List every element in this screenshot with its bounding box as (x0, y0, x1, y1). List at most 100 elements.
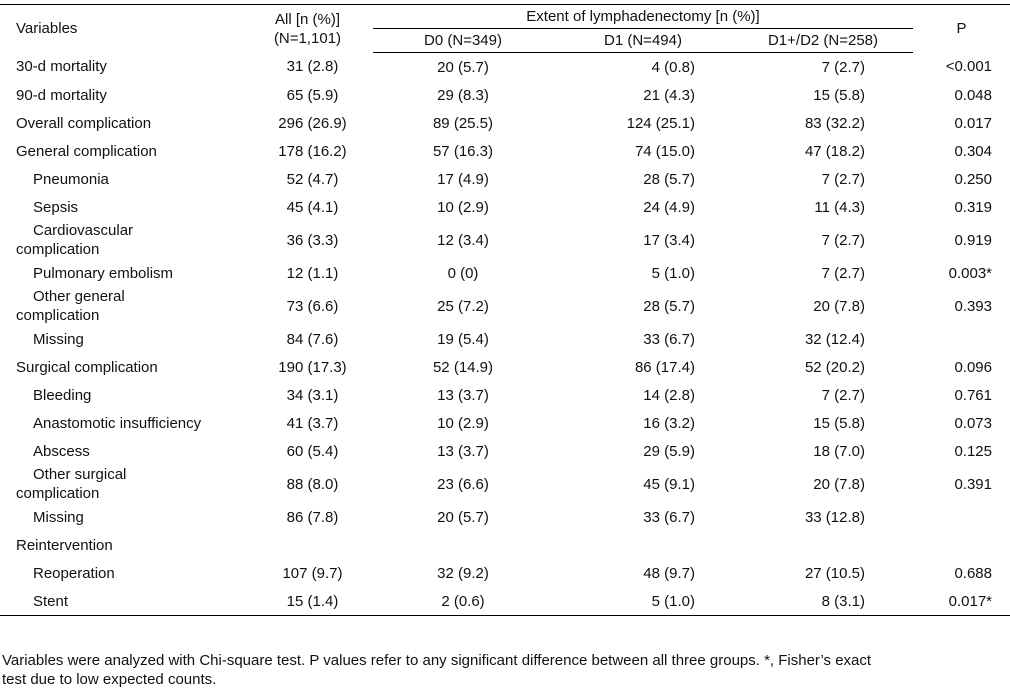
cell-d1: 14 (2.8) (643, 386, 695, 404)
cell-d1: 28 (5.7) (643, 297, 695, 315)
row-label: Other surgical complication (0, 465, 242, 503)
cell-d0: 10 (2.9) (437, 414, 489, 432)
cell-d1: 86 (17.4) (634, 358, 695, 376)
cell-d0: 0 (0) (447, 264, 479, 282)
cell-d2: 15 (5.8) (813, 86, 865, 104)
table-row: Anastomotic insufficiency 41 (3.7) 10 (2… (0, 409, 1010, 437)
cell-p: 0.393 (954, 297, 992, 315)
row-label-line1: Other surgical (33, 466, 127, 483)
table-row: Reintervention (0, 531, 1010, 559)
results-table: Variables All [n (%)] (N=1,101) Extent o… (0, 4, 1010, 616)
row-label-line2: complication (16, 307, 100, 324)
row-label-line2: complication (16, 241, 100, 258)
row-label: Pulmonary embolism (33, 264, 174, 282)
cell-d2: 32 (12.4) (804, 330, 865, 348)
cell-d0: 32 (9.2) (437, 564, 489, 582)
cell-d1: 4 (0.8) (651, 58, 695, 76)
cell-p: 0.125 (954, 442, 992, 460)
cell-all: 190 (17.3) (278, 358, 347, 376)
cell-d0: 29 (8.3) (437, 86, 489, 104)
cell-p (913, 325, 1010, 353)
cell-d1: 33 (6.7) (643, 330, 695, 348)
cell-d1: 16 (3.2) (643, 414, 695, 432)
cell-d0: 13 (3.7) (437, 386, 489, 404)
results-table-container: Variables All [n (%)] (N=1,101) Extent o… (0, 4, 1010, 616)
table-row: Reoperation 107 (9.7) 32 (9.2) 48 (9.7) … (0, 559, 1010, 587)
cell-d1: 124 (25.1) (626, 114, 695, 132)
cell-all: 34 (3.1) (286, 386, 339, 404)
cell-d1: 5 (1.0) (651, 264, 695, 282)
row-label: Reintervention (16, 536, 113, 554)
cell-all: 60 (5.4) (286, 442, 339, 460)
footnote-line2: test due to low expected counts. (2, 671, 217, 688)
cell-d0: 13 (3.7) (437, 442, 489, 460)
row-label: 90-d mortality (16, 86, 107, 104)
row-label-line1: Cardiovascular (33, 222, 134, 239)
cell-d1: 21 (4.3) (643, 86, 695, 104)
cell-all: 41 (3.7) (286, 414, 339, 432)
cell-d0: 57 (16.3) (432, 142, 494, 160)
row-label: Other general complication (0, 287, 242, 325)
table-row: 30-d mortality 31 (2.8) 20 (5.7) 4 (0.8)… (0, 53, 1010, 82)
footnote-line1: Variables were analyzed with Chi-square … (2, 652, 872, 669)
cell-p: 0.003* (948, 264, 992, 282)
row-label: 30-d mortality (16, 58, 107, 76)
cell-d0: 20 (5.7) (437, 508, 489, 526)
cell-p: 0.250 (954, 170, 992, 188)
cell-d0: 19 (5.4) (437, 330, 489, 348)
header-d0: D0 (N=349) (373, 28, 553, 53)
cell-d2: 27 (10.5) (804, 564, 865, 582)
cell-d1: 74 (15.0) (634, 142, 695, 160)
row-label: Anastomotic insufficiency (33, 414, 202, 432)
cell-d2: 47 (18.2) (804, 142, 865, 160)
cell-d1: 29 (5.9) (643, 442, 695, 460)
table-row: Abscess 60 (5.4) 13 (3.7) 29 (5.9) 18 (7… (0, 437, 1010, 465)
row-label: Abscess (33, 442, 90, 460)
cell-p: 0.017* (913, 587, 1010, 616)
row-label: General complication (16, 142, 157, 160)
cell-d2: 18 (7.0) (813, 442, 865, 460)
table-row: Other surgical complication 88 (8.0) 23 … (0, 465, 1010, 503)
row-label-line1: Other general (33, 288, 125, 305)
row-label: Reoperation (33, 564, 115, 582)
cell-d1: 28 (5.7) (643, 170, 695, 188)
cell-d0: 12 (3.4) (437, 231, 489, 249)
row-label-line2: complication (16, 485, 100, 502)
header-p: P (913, 4, 1010, 53)
table-row: Surgical complication 190 (17.3) 52 (14.… (0, 353, 1010, 381)
cell-p: 0.304 (954, 142, 992, 160)
cell-d2 (733, 531, 913, 559)
table-row: General complication 178 (16.2) 57 (16.3… (0, 137, 1010, 165)
cell-p (913, 503, 1010, 531)
cell-d2: 15 (5.8) (813, 414, 865, 432)
cell-d2: 8 (3.1) (733, 587, 913, 616)
header-all-line1: All [n (%)] (274, 10, 340, 28)
cell-d2: 7 (2.7) (821, 386, 865, 404)
cell-d0: 89 (25.5) (432, 114, 494, 132)
cell-p (913, 531, 1010, 559)
table-row: Stent 15 (1.4) 2 (0.6) 5 (1.0) 8 (3.1) 0… (0, 587, 1010, 616)
cell-all: 65 (5.9) (286, 86, 339, 104)
header-variables: Variables (0, 4, 242, 53)
cell-all: 45 (4.1) (286, 198, 339, 216)
header-row-2: D0 (N=349) D1 (N=494) D1+/D2 (N=258) (0, 28, 1010, 53)
cell-all: 88 (8.0) (286, 475, 339, 493)
header-all-line2: (N=1,101) (273, 29, 342, 47)
cell-d2: 20 (7.8) (813, 475, 865, 493)
cell-all: 73 (6.6) (286, 297, 339, 315)
cell-d2: 7 (2.7) (821, 264, 865, 282)
cell-d2: 20 (7.8) (813, 297, 865, 315)
table-row: Overall complication 296 (26.9) 89 (25.5… (0, 109, 1010, 137)
cell-all (242, 531, 373, 559)
cell-d1: 24 (4.9) (643, 198, 695, 216)
table-row: Cardiovascular complication 36 (3.3) 12 … (0, 221, 1010, 259)
cell-d1: 33 (6.7) (643, 508, 695, 526)
header-extent: Extent of lymphadenectomy [n (%)] (373, 4, 913, 29)
cell-all: 178 (16.2) (278, 142, 347, 160)
row-label: Surgical complication (16, 358, 158, 376)
table-row: Other general complication 73 (6.6) 25 (… (0, 287, 1010, 325)
cell-d2: 52 (20.2) (804, 358, 865, 376)
cell-all: 86 (7.8) (286, 508, 339, 526)
row-label: Missing (33, 508, 84, 526)
cell-d1: 17 (3.4) (643, 231, 695, 249)
